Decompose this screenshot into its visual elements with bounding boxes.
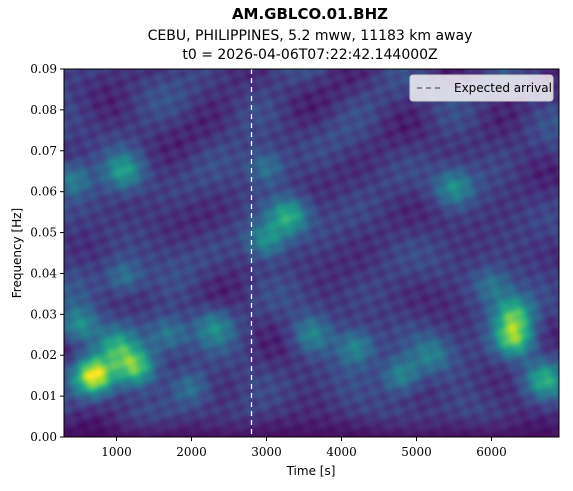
y-tick-label: 0.03: [30, 307, 57, 321]
chart-subtitle-location: CEBU, PHILIPPINES, 5.2 mww, 11183 km awa…: [148, 28, 473, 44]
y-tick-label: 0.00: [30, 430, 57, 444]
y-tick-label: 0.08: [30, 103, 57, 117]
plot-frame: [63, 68, 560, 438]
x-tick-label: 6000: [476, 445, 507, 459]
legend-box: [409, 74, 554, 102]
chart-subtitle-t0: t0 = 2026-04-06T07:22:42.144000Z: [182, 47, 437, 63]
legend: Expected arrival: [409, 74, 554, 102]
x-tick-label: 4000: [326, 445, 357, 459]
x-tick-label: 1000: [101, 445, 132, 459]
y-tick-label: 0.02: [30, 348, 57, 362]
plot-area: 1000 2000 3000 4000 5000 6000 0.000.010.020.0…: [30, 62, 560, 459]
y-tick-label: 0.01: [30, 389, 57, 403]
spectrogram-heatmap: [64, 69, 559, 437]
y-axis-ticks: 0.00 0.01 0.02 0.03 0.04 0.05 0.06 0.07 0.08 0.09: [30, 62, 64, 444]
y-tick-label: 0.05: [30, 226, 57, 240]
y-axis-label: Frequency [Hz]: [10, 208, 24, 299]
y-tick-label: 0.04: [30, 266, 57, 280]
x-tick-label: 2000: [176, 445, 207, 459]
y-tick-label: 0.09: [30, 62, 57, 76]
x-tick-label: 3000: [251, 445, 282, 459]
x-tick-label: 5000: [401, 445, 432, 459]
chart-title: AM.GBLCO.01.BHZ: [232, 5, 388, 23]
x-axis-label: Time [s]: [286, 464, 336, 478]
y-tick-label: 0.07: [30, 144, 57, 158]
y-tick-label: 0.06: [30, 185, 57, 199]
x-axis-ticks: 1000 2000 3000 4000 5000 6000: [101, 437, 507, 459]
legend-label-expected-arrival: Expected arrival: [454, 81, 552, 95]
